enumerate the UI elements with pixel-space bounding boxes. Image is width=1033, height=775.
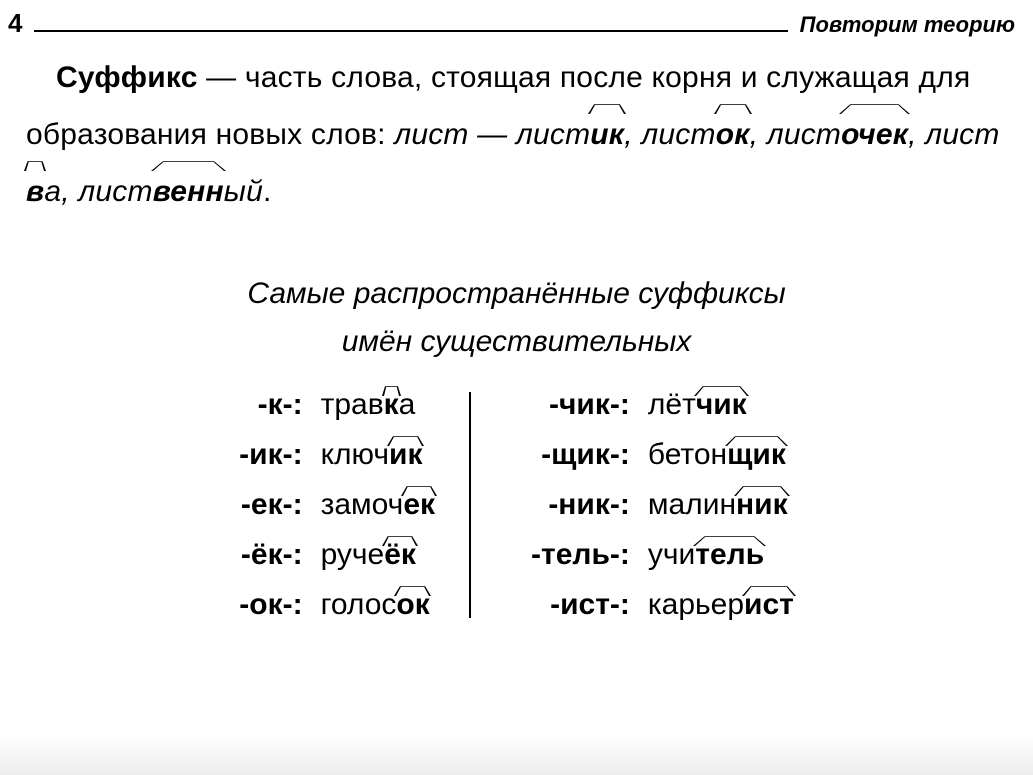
definition-paragraph: Суффикс — часть слова, стоящая после кор… <box>0 39 1033 220</box>
page-number: 4 <box>8 8 22 39</box>
example-word: ключик <box>321 438 435 472</box>
definition-period: . <box>263 175 272 208</box>
definition-term: Суффикс <box>56 61 198 94</box>
subtitle-line-1: Самые распространённые суффиксы <box>0 270 1033 318</box>
suffix-label: -ёк-: <box>239 538 302 572</box>
suffix-label: -ек-: <box>239 488 302 522</box>
suffix-label: -тель-: <box>531 538 630 572</box>
example-word: голосок <box>321 588 435 622</box>
example-word: ручеёк <box>321 538 435 572</box>
suffix-label: -к-: <box>239 388 302 422</box>
example-word: малинник <box>648 488 794 522</box>
suffix-label: -ист-: <box>531 588 630 622</box>
table-left-column: -к-: травка -ик-: ключик -ек-: замочек -ёк-: ру… <box>199 388 469 622</box>
suffix-label: -ок-: <box>239 588 302 622</box>
page-header: 4 Повторим теорию <box>0 0 1033 39</box>
example-word: карьерист <box>648 588 794 622</box>
header-rule <box>34 30 787 32</box>
suffix-label: -ик-: <box>239 438 302 472</box>
section-label: Повторим теорию <box>800 12 1015 38</box>
bottom-gradient <box>0 735 1033 775</box>
suffix-label: -чик-: <box>531 388 630 422</box>
subtitle-line-2: имён существительных <box>0 318 1033 366</box>
example-word: учитель <box>648 538 794 572</box>
suffix-label: -ник-: <box>531 488 630 522</box>
table-right-column: -чик-: лётчик -щик-: бетонщик -ник-: малинник… <box>471 388 834 622</box>
suffix-label: -щик-: <box>531 438 630 472</box>
suffix-table: -к-: травка -ик-: ключик -ек-: замочек -ёк-: ру… <box>0 388 1033 622</box>
example-word: бетонщик <box>648 438 794 472</box>
table-subtitle: Самые распространённые суффиксы имён сущ… <box>0 270 1033 366</box>
example-word: лётчик <box>648 388 794 422</box>
example-word: замочек <box>321 488 435 522</box>
example-word: травка <box>321 388 435 422</box>
